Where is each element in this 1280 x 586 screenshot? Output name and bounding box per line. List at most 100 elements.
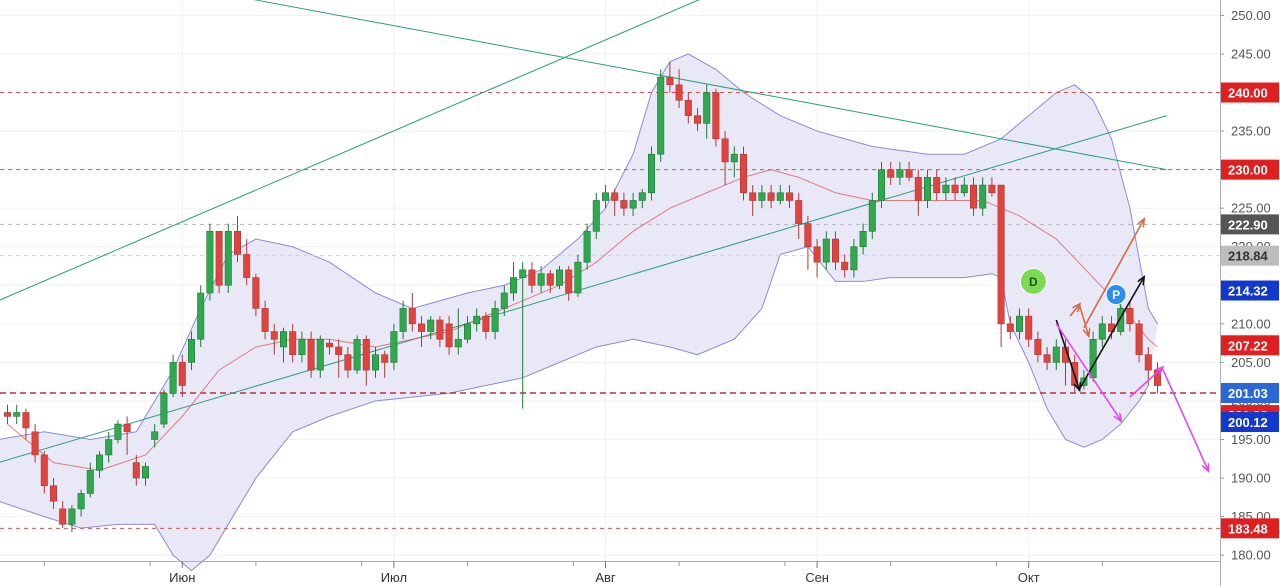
candle[interactable] [353, 335, 361, 374]
candle[interactable] [491, 300, 499, 340]
candle[interactable] [850, 239, 858, 278]
candle[interactable] [1043, 346, 1051, 371]
candle[interactable] [859, 223, 867, 255]
candle[interactable] [620, 192, 628, 216]
candle[interactable] [785, 185, 793, 209]
candle[interactable] [905, 161, 913, 182]
candle[interactable] [270, 323, 278, 355]
candle[interactable] [868, 192, 876, 240]
candle[interactable] [399, 300, 407, 340]
candle[interactable] [933, 169, 941, 201]
candle[interactable] [841, 254, 849, 278]
candle[interactable] [804, 215, 812, 270]
candle[interactable] [877, 161, 885, 209]
candle[interactable] [638, 188, 646, 209]
candle[interactable] [1098, 316, 1106, 347]
candle[interactable] [381, 350, 389, 378]
candle[interactable] [703, 84, 711, 139]
candle[interactable] [1126, 300, 1134, 332]
candle[interactable] [1025, 308, 1033, 347]
candle[interactable] [473, 308, 481, 332]
candle[interactable] [68, 505, 76, 533]
candle[interactable] [482, 312, 490, 340]
candle[interactable] [813, 239, 821, 278]
candle[interactable] [795, 192, 803, 240]
signal-marker-D[interactable]: D [1019, 267, 1047, 295]
candle[interactable] [997, 184, 1005, 347]
candle[interactable] [463, 316, 471, 344]
candle[interactable] [215, 231, 223, 293]
candle[interactable] [123, 416, 131, 455]
candle[interactable] [114, 420, 122, 444]
candle[interactable] [289, 323, 297, 363]
candle[interactable] [252, 273, 260, 317]
candle[interactable] [206, 223, 214, 301]
candle[interactable] [49, 478, 57, 509]
candle[interactable] [500, 285, 508, 317]
candle[interactable] [142, 462, 150, 486]
candle[interactable] [730, 146, 738, 178]
candle[interactable] [427, 316, 435, 340]
candle[interactable] [896, 161, 904, 186]
candle[interactable] [59, 501, 67, 529]
candle[interactable] [519, 262, 527, 409]
candle[interactable] [362, 335, 370, 386]
candle[interactable] [960, 177, 968, 197]
candle[interactable] [684, 92, 692, 124]
candle[interactable] [528, 262, 536, 293]
candle[interactable] [1052, 339, 1060, 371]
candle[interactable] [537, 266, 545, 293]
candle[interactable] [629, 192, 637, 216]
candle[interactable] [601, 185, 609, 209]
candle[interactable] [77, 489, 85, 517]
candle[interactable] [758, 185, 766, 209]
candle[interactable] [261, 300, 269, 340]
candle[interactable] [969, 177, 977, 216]
candle[interactable] [105, 431, 113, 463]
candle[interactable] [951, 177, 959, 201]
candle[interactable] [169, 354, 177, 398]
candle[interactable] [1006, 316, 1014, 340]
candle[interactable] [693, 107, 701, 132]
candle[interactable] [344, 346, 352, 378]
candle[interactable] [13, 404, 21, 425]
candle[interactable] [657, 69, 665, 162]
candle[interactable] [335, 339, 343, 378]
candle[interactable] [555, 266, 563, 290]
candle[interactable] [454, 308, 462, 355]
candle[interactable] [371, 346, 379, 378]
candle[interactable] [1015, 308, 1023, 340]
candle[interactable] [887, 161, 895, 186]
candle[interactable] [445, 316, 453, 355]
candle[interactable] [592, 192, 600, 240]
candle[interactable] [565, 266, 573, 301]
candle[interactable] [721, 131, 729, 186]
candle[interactable] [234, 215, 242, 263]
candle[interactable] [749, 185, 757, 216]
candle[interactable] [712, 88, 720, 147]
candle[interactable] [316, 335, 324, 378]
candle[interactable] [197, 285, 205, 347]
candle[interactable] [611, 188, 619, 216]
candle[interactable] [31, 424, 39, 463]
candle[interactable] [188, 331, 196, 371]
candle[interactable] [408, 293, 416, 332]
candle[interactable] [1135, 319, 1143, 363]
candle[interactable] [574, 254, 582, 297]
candle[interactable] [942, 177, 950, 201]
candle[interactable] [739, 146, 747, 201]
candle[interactable] [417, 316, 425, 347]
candle[interactable] [4, 404, 12, 425]
candle[interactable] [178, 354, 186, 398]
candle[interactable] [767, 185, 775, 209]
signal-marker-P[interactable]: P [1105, 284, 1127, 306]
candle[interactable] [675, 69, 683, 108]
candle[interactable] [988, 177, 996, 197]
candle[interactable] [647, 146, 655, 201]
candle[interactable] [914, 169, 922, 216]
candle[interactable] [1034, 331, 1042, 363]
candle[interactable] [776, 185, 784, 205]
candle[interactable] [822, 231, 830, 270]
